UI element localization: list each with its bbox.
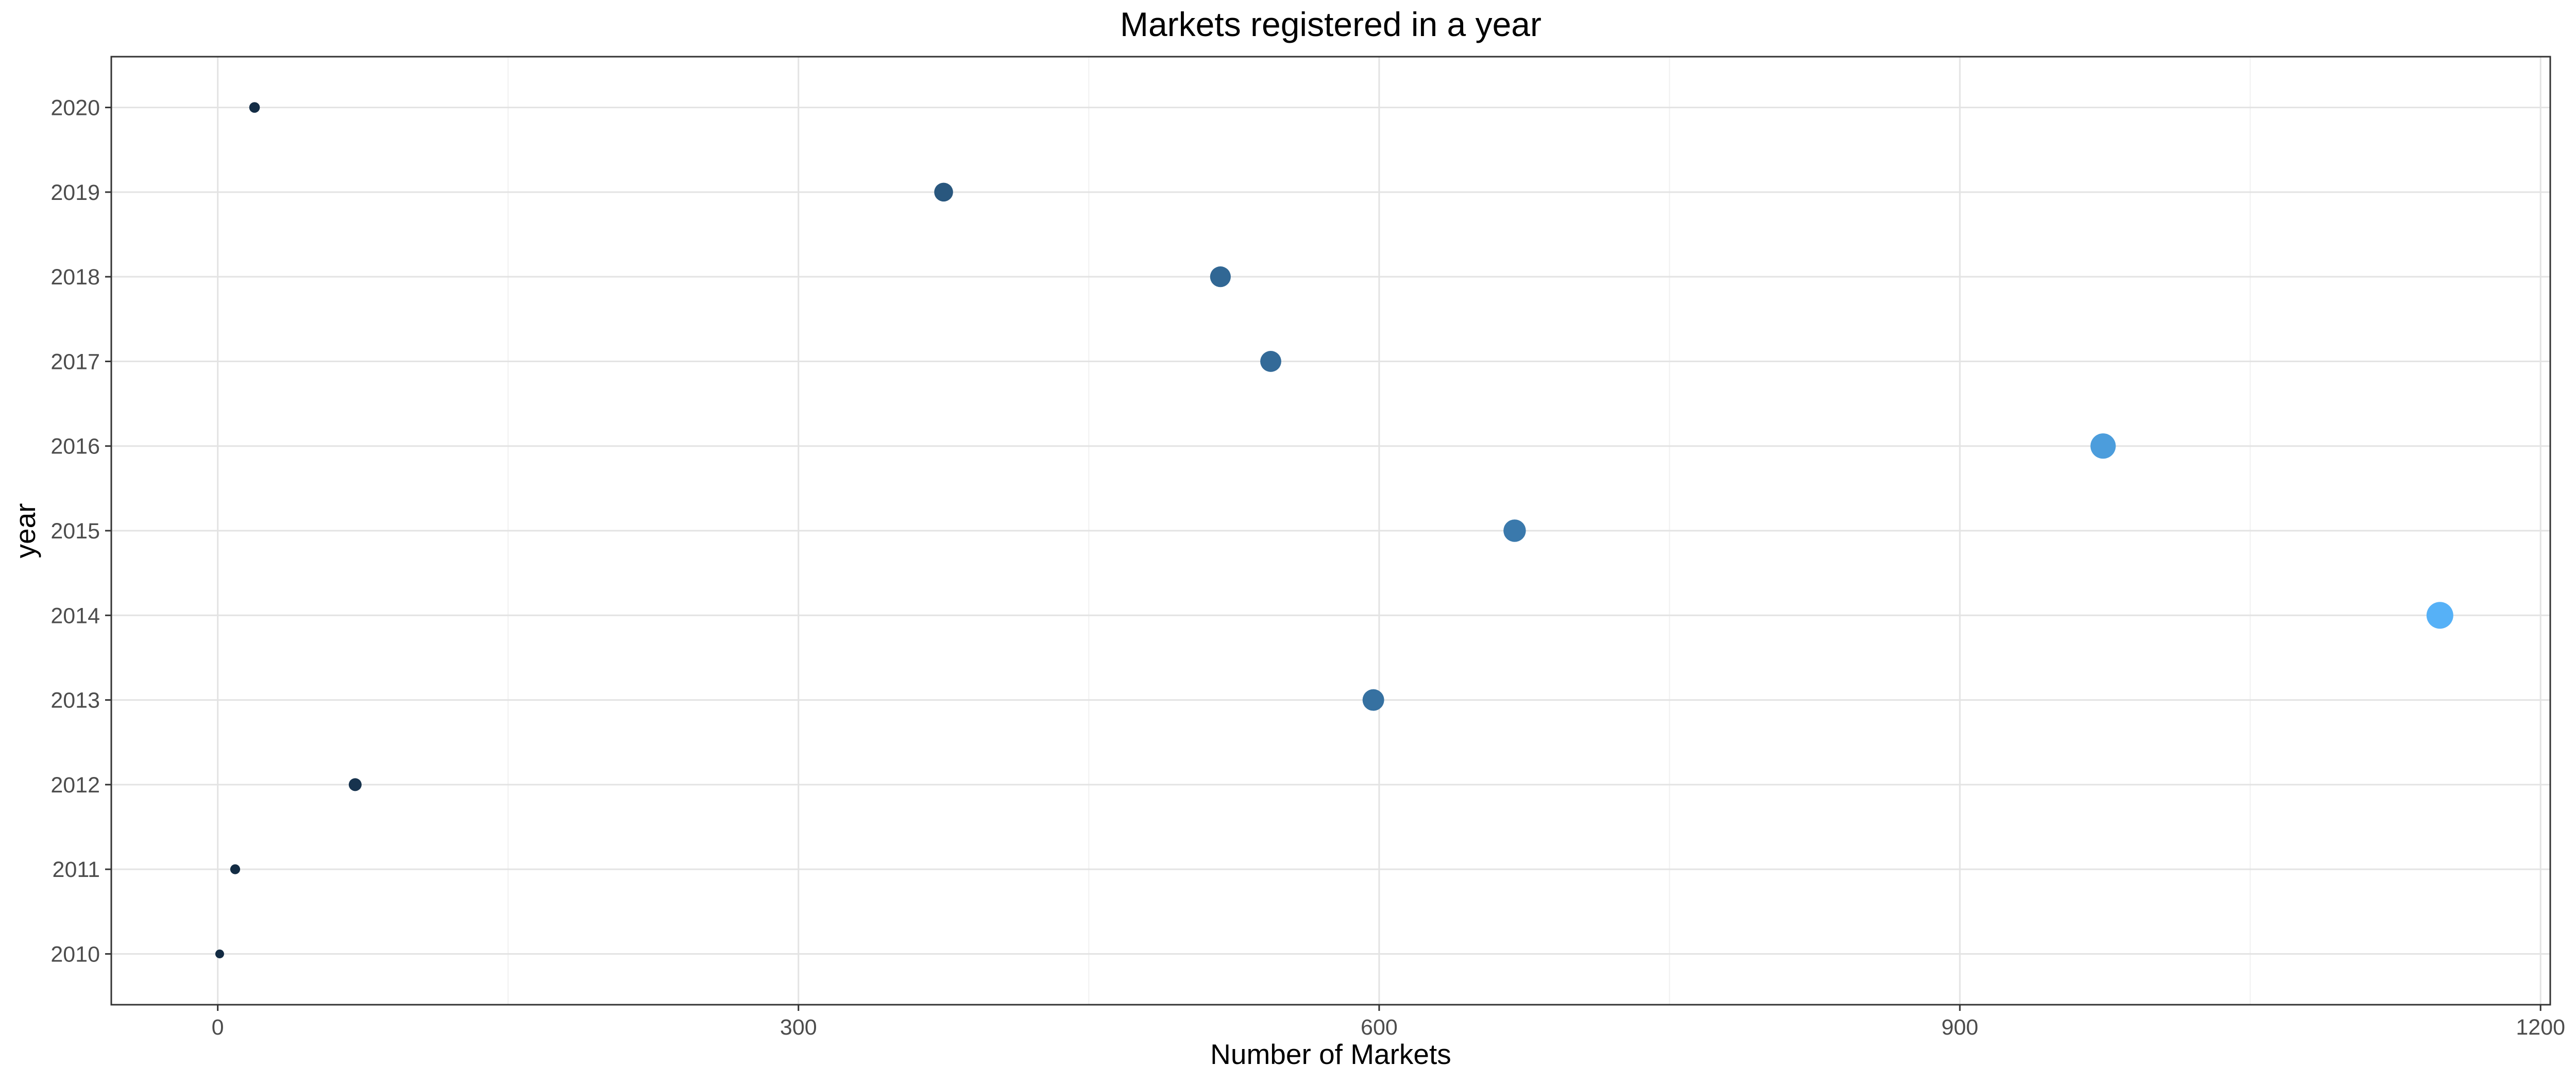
data-point-2012 — [348, 778, 362, 791]
x-tick-label: 600 — [1361, 1015, 1398, 1040]
data-point-2016 — [2090, 433, 2116, 459]
data-point-2017 — [1260, 351, 1281, 372]
x-axis-title: Number of Markets — [1210, 1038, 1451, 1070]
x-tick-label: 900 — [1941, 1015, 1978, 1040]
data-point-2018 — [1210, 266, 1231, 288]
y-tick-label: 2017 — [50, 349, 100, 374]
x-tick-label: 0 — [212, 1015, 224, 1040]
y-tick-label: 2016 — [50, 434, 100, 459]
x-tick-label: 1200 — [2516, 1015, 2565, 1040]
grid — [111, 57, 2550, 1005]
y-tick-label: 2018 — [50, 265, 100, 290]
data-point-2020 — [249, 102, 260, 113]
y-tick-label: 2013 — [50, 688, 100, 713]
data-point-2014 — [2426, 602, 2453, 629]
data-point-2013 — [1362, 689, 1384, 711]
data-points — [215, 102, 2453, 958]
y-tick-label: 2014 — [50, 603, 100, 628]
y-tick-label: 2015 — [50, 519, 100, 544]
y-tick-label: 2011 — [53, 857, 100, 882]
data-point-2011 — [230, 864, 241, 874]
y-axis-title: year — [9, 503, 41, 559]
data-point-2019 — [934, 182, 953, 202]
y-axis: 2010 2011 2012 2013 2014 2015 2016 2017 2018 2019… — [50, 96, 111, 967]
data-point-2015 — [1503, 519, 1526, 542]
x-axis: 0 300 600 900 1200 — [212, 1005, 2565, 1040]
x-tick-label: 300 — [780, 1015, 817, 1040]
chart-title: Markets registered in a year — [1120, 5, 1541, 43]
y-tick-label: 2020 — [50, 96, 100, 121]
y-tick-label: 2010 — [50, 942, 100, 967]
y-tick-label: 2019 — [50, 180, 100, 205]
y-tick-label: 2012 — [50, 773, 100, 798]
data-point-2010 — [215, 949, 224, 958]
